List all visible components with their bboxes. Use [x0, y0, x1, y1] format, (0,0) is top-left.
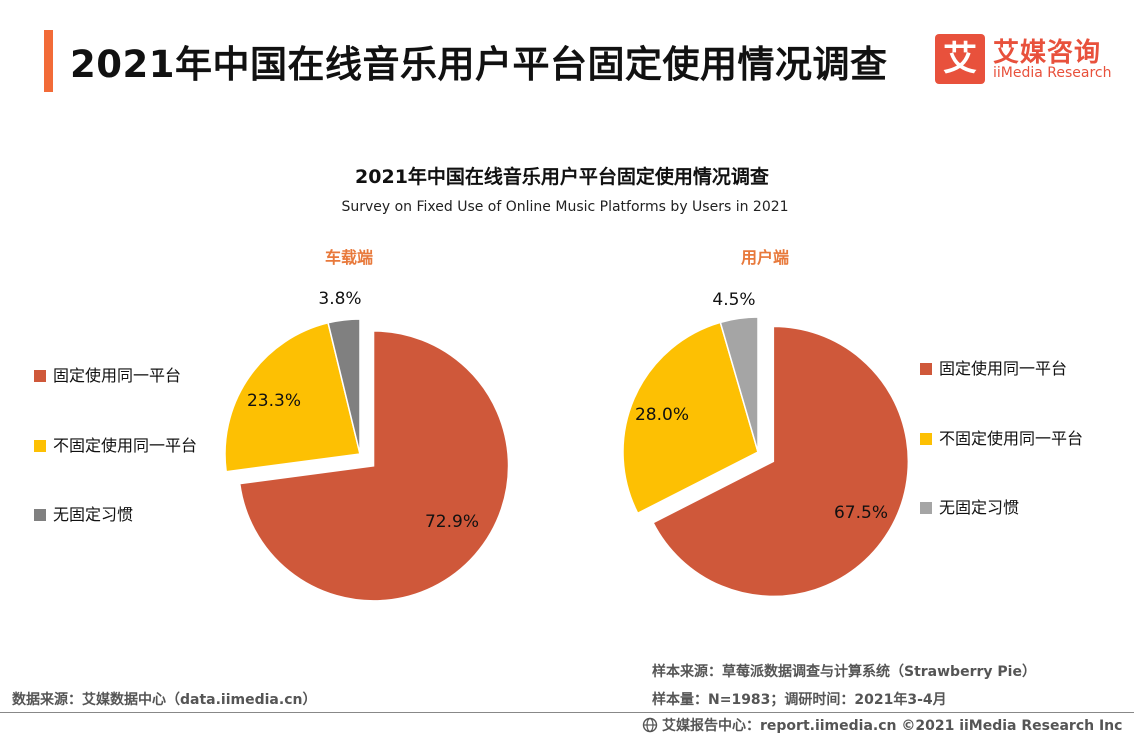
footer-report-center: 艾媒报告中心：report.iimedia.cn ©2021 iiMedia R…: [642, 715, 1122, 735]
pie-slice-vehicle-2: [327, 318, 361, 455]
data-label-vehicle-0: 72.9%: [425, 512, 479, 532]
legend-swatch: [920, 433, 932, 445]
legend-left-item: 无固定习惯: [34, 501, 133, 525]
footer-divider: [0, 712, 1134, 713]
brand-logo: 艾 艾媒咨询 iiMedia Research: [935, 34, 1125, 84]
pie-slice-vehicle-1: [224, 321, 361, 473]
globe-icon: [642, 717, 658, 733]
legend-right-item: 固定使用同一平台: [920, 355, 1067, 379]
legend-swatch: [34, 440, 46, 452]
data-label-user-2: 4.5%: [712, 290, 755, 310]
pie-title-user: 用户端: [741, 248, 790, 267]
legend-label: 不固定使用同一平台: [53, 436, 198, 455]
footer-sample-source: 样本来源：草莓派数据调查与计算系统（Strawberry Pie）: [652, 664, 1036, 680]
footer-sample-size: 样本量：N=1983；调研时间：2021年3-4月: [652, 692, 947, 708]
logo-glyph: 艾: [935, 34, 985, 84]
pie-slice-user-0: [652, 325, 910, 598]
chart-title: 2021年中国在线音乐用户平台固定使用情况调查: [355, 166, 769, 188]
legend-label: 固定使用同一平台: [53, 366, 182, 385]
legend-label: 无固定习惯: [53, 505, 134, 524]
footer-data-source: 数据来源：艾媒数据中心（data.iimedia.cn）: [12, 692, 317, 708]
legend-swatch: [34, 509, 46, 521]
data-label-user-1: 28.0%: [635, 405, 689, 425]
page-title: 2021年中国在线音乐用户平台固定使用情况调查: [70, 43, 888, 86]
data-label-vehicle-2: 3.8%: [318, 289, 361, 309]
legend-left-item: 不固定使用同一平台: [34, 432, 197, 456]
footer-report-text: 艾媒报告中心：report.iimedia.cn ©2021 iiMedia R…: [662, 718, 1123, 734]
legend-label: 固定使用同一平台: [939, 359, 1068, 378]
legend-label: 无固定习惯: [939, 498, 1020, 517]
legend-left-item: 固定使用同一平台: [34, 362, 181, 386]
pie-title-vehicle: 车载端: [325, 248, 374, 267]
pie-slice-user-2: [719, 316, 759, 453]
logo-cn-text: 艾媒咨询: [993, 38, 1102, 68]
pie-slice-vehicle-0: [238, 330, 510, 602]
data-label-user-0: 67.5%: [834, 503, 888, 523]
legend-right-item: 不固定使用同一平台: [920, 425, 1083, 449]
legend-label: 不固定使用同一平台: [939, 429, 1084, 448]
legend-swatch: [34, 370, 46, 382]
legend-right-item: 无固定习惯: [920, 494, 1019, 518]
legend-swatch: [920, 502, 932, 514]
title-accent-bar: [44, 30, 53, 92]
chart-subtitle: Survey on Fixed Use of Online Music Plat…: [341, 199, 789, 215]
legend-swatch: [920, 363, 932, 375]
pie-slice-user-1: [622, 321, 759, 515]
data-label-vehicle-1: 23.3%: [247, 391, 301, 411]
logo-en-text: iiMedia Research: [993, 65, 1112, 81]
